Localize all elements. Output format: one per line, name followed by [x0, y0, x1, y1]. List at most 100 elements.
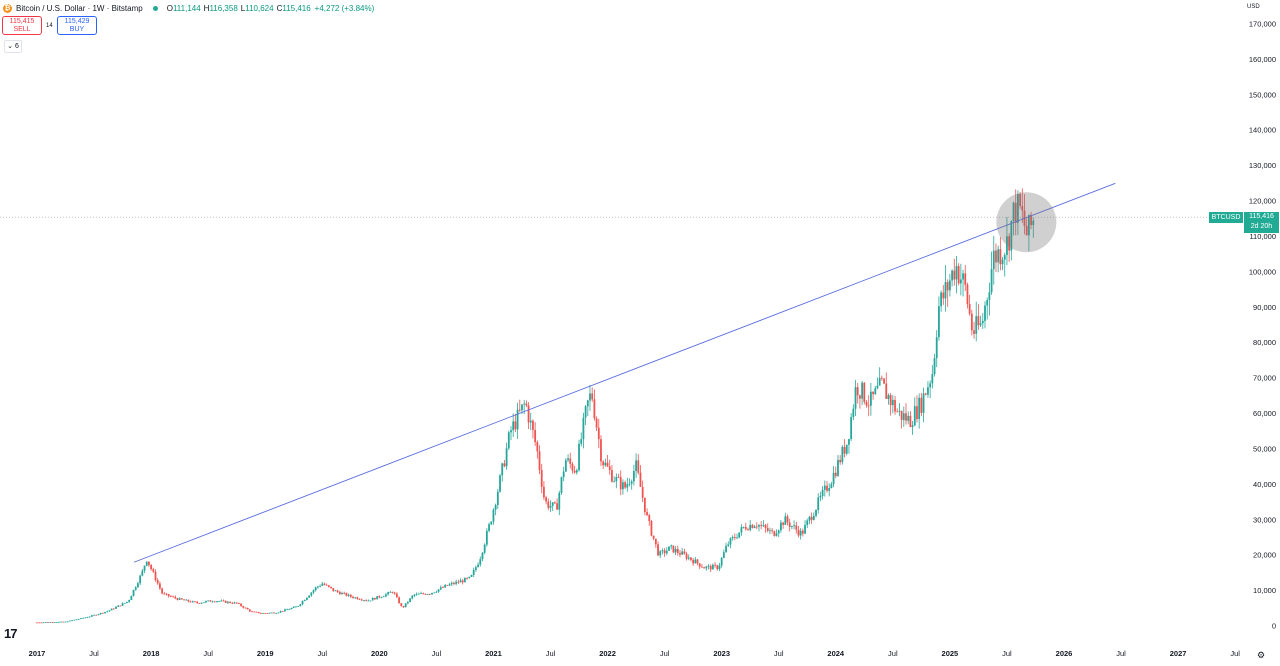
candle: [720, 557, 723, 568]
candle-body: [731, 537, 734, 539]
candle-body: [819, 496, 822, 498]
candle-body: [869, 391, 872, 406]
candle-body: [507, 432, 510, 449]
time-tick-label: Jul: [1002, 649, 1012, 658]
time-tick-label: 2026: [1056, 649, 1073, 658]
candle-body: [551, 502, 554, 506]
candle: [128, 599, 131, 603]
candle: [439, 585, 442, 591]
candle-body: [393, 592, 396, 594]
sell-button[interactable]: 115,415 SELL: [2, 16, 42, 35]
price-tick-label: 0: [1272, 622, 1276, 631]
candle: [751, 524, 754, 529]
candle-body: [619, 477, 622, 490]
candle: [112, 608, 115, 610]
candle-body: [986, 299, 989, 306]
candle: [288, 608, 291, 610]
candle: [907, 411, 910, 425]
candle: [540, 463, 543, 494]
candle: [97, 613, 100, 616]
candle: [255, 611, 258, 613]
candle: [391, 591, 394, 594]
candle-body: [202, 602, 205, 604]
tradingview-logo[interactable]: 17: [4, 626, 18, 641]
candle: [479, 556, 482, 567]
candle-body: [233, 602, 236, 604]
candle-body: [365, 600, 368, 601]
candle: [216, 600, 218, 603]
candle: [850, 413, 853, 442]
symbol-title[interactable]: Bitcoin / U.S. Dollar · 1W · Bitstamp: [16, 3, 143, 13]
candle: [178, 597, 181, 601]
candle-body: [692, 559, 695, 564]
candle: [218, 600, 221, 603]
candle-body: [47, 622, 49, 623]
candle: [121, 602, 124, 606]
candle-body: [705, 566, 708, 569]
candle-body: [762, 525, 765, 526]
candle-body: [474, 567, 477, 570]
candle-body: [347, 594, 350, 596]
candle: [301, 600, 304, 606]
candle-body: [1001, 259, 1004, 265]
candle-body: [622, 482, 624, 490]
candle-body: [323, 583, 326, 585]
candle: [415, 592, 418, 596]
candle-body: [545, 497, 548, 502]
indicators-toggle-button[interactable]: ⌄ 6: [4, 40, 22, 53]
currency-label[interactable]: USD: [1247, 4, 1260, 10]
candle-body: [628, 483, 631, 485]
candle-body: [112, 608, 115, 610]
candle-body: [580, 439, 583, 444]
candle-body: [1027, 214, 1030, 236]
candle: [503, 459, 506, 468]
candle: [82, 617, 84, 619]
time-tick-label: Jul: [317, 649, 327, 658]
candle: [916, 395, 918, 423]
candle-body: [354, 597, 357, 599]
buy-button[interactable]: 115,429 BUY: [57, 16, 97, 35]
candle: [457, 579, 460, 584]
candle-body: [273, 612, 275, 614]
gear-icon[interactable]: ⚙: [1257, 650, 1266, 660]
candle: [567, 454, 569, 463]
price-tick-label: 80,000: [1253, 338, 1276, 347]
candle: [308, 595, 311, 598]
candle-body: [657, 544, 659, 556]
candle: [988, 282, 991, 316]
candle-body: [681, 551, 684, 555]
candle: [602, 460, 605, 470]
candle-body: [161, 588, 163, 594]
candle-body: [578, 443, 580, 471]
candle: [312, 589, 315, 595]
candle: [211, 600, 214, 603]
candle: [299, 603, 302, 607]
candle-body: [652, 535, 655, 539]
candle: [562, 466, 565, 482]
candle-body: [984, 305, 986, 321]
candle: [36, 622, 38, 624]
candle: [139, 574, 142, 586]
candle: [876, 377, 879, 390]
price-axis: 170,000 160,000 150,000 140,000 130,000 120,0…: [1249, 19, 1276, 630]
candle-body: [1021, 206, 1024, 211]
candle: [196, 600, 199, 604]
candle-body: [75, 619, 78, 621]
candle: [514, 413, 517, 433]
candle-body: [597, 427, 600, 440]
candle-body: [957, 266, 960, 284]
candle: [681, 547, 684, 555]
candle: [894, 396, 896, 415]
candle-body: [496, 491, 499, 505]
candle-body: [145, 561, 148, 566]
candle: [363, 599, 365, 602]
time-tick-label: 2018: [143, 649, 160, 658]
candle: [90, 614, 93, 618]
candle-body: [341, 592, 343, 595]
candle-body: [940, 292, 943, 307]
candle: [652, 535, 655, 541]
price-tick-label: 30,000: [1253, 515, 1276, 524]
candle-body: [876, 385, 879, 389]
